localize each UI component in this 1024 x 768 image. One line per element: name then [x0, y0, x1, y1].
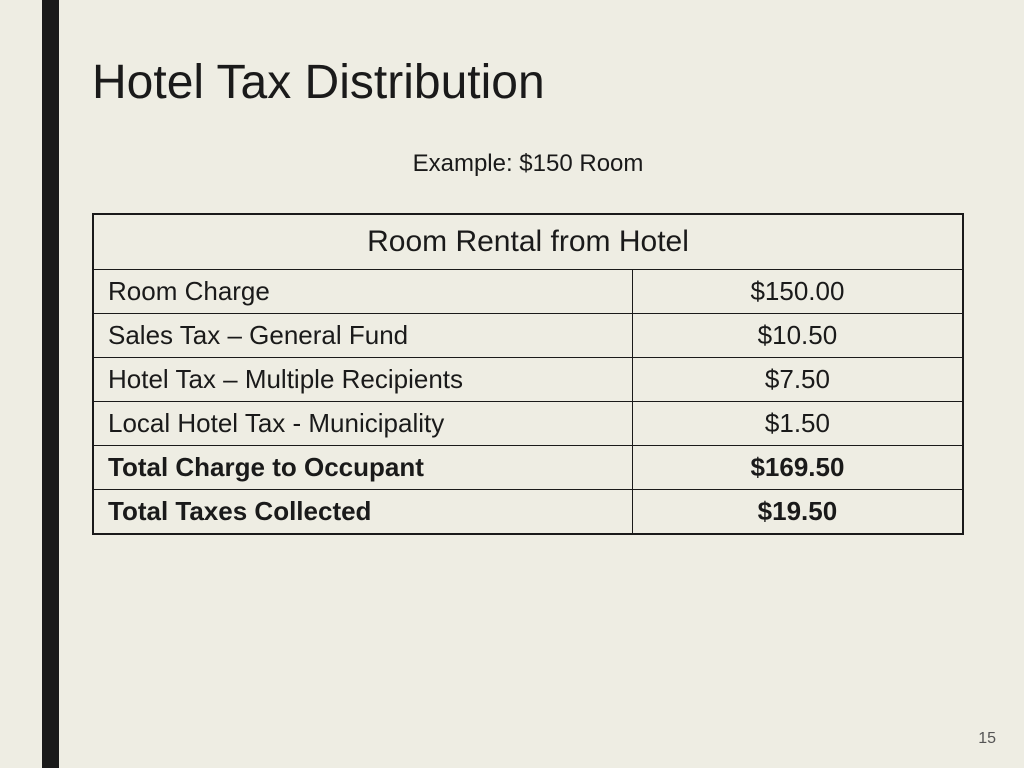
table-body: Room Charge$150.00Sales Tax – General Fu…	[93, 270, 963, 535]
accent-bar	[42, 0, 59, 768]
row-label: Total Taxes Collected	[93, 490, 632, 535]
row-label: Local Hotel Tax - Municipality	[93, 402, 632, 446]
table-row: Total Charge to Occupant$169.50	[93, 446, 963, 490]
row-label: Hotel Tax – Multiple Recipients	[93, 358, 632, 402]
table-row: Sales Tax – General Fund$10.50	[93, 314, 963, 358]
row-value: $169.50	[632, 446, 963, 490]
table-row: Room Charge$150.00	[93, 270, 963, 314]
page-number: 15	[978, 730, 996, 748]
table-row: Total Taxes Collected$19.50	[93, 490, 963, 535]
row-label: Room Charge	[93, 270, 632, 314]
slide-subtitle: Example: $150 Room	[92, 150, 964, 178]
tax-table: Room Rental from Hotel Room Charge$150.0…	[92, 213, 964, 535]
row-label: Total Charge to Occupant	[93, 446, 632, 490]
row-label: Sales Tax – General Fund	[93, 314, 632, 358]
slide-content: Hotel Tax Distribution Example: $150 Roo…	[92, 55, 964, 535]
row-value: $7.50	[632, 358, 963, 402]
slide-title: Hotel Tax Distribution	[92, 55, 964, 110]
table-header: Room Rental from Hotel	[93, 214, 963, 270]
row-value: $19.50	[632, 490, 963, 535]
row-value: $150.00	[632, 270, 963, 314]
table-row: Hotel Tax – Multiple Recipients$7.50	[93, 358, 963, 402]
row-value: $1.50	[632, 402, 963, 446]
row-value: $10.50	[632, 314, 963, 358]
table-row: Local Hotel Tax - Municipality$1.50	[93, 402, 963, 446]
